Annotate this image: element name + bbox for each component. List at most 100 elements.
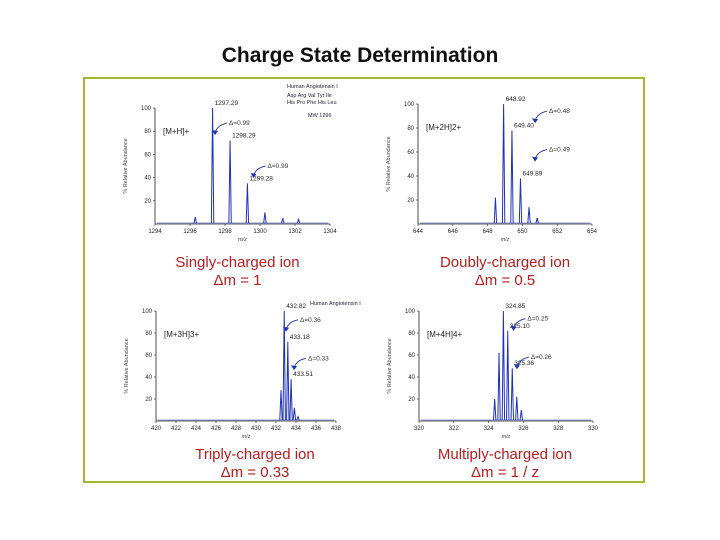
caption-multiply: Multiply-charged ion Δm = 1 / z xyxy=(410,446,600,482)
panel-doubly-charged-peak xyxy=(493,197,498,224)
panel-singly-charged-x-axis-label: m/z xyxy=(238,237,247,243)
panel-doubly-charged-delta-annotation: Δ=0.48 xyxy=(549,108,570,115)
panel-singly-charged-peak-label: 1297.29 xyxy=(215,100,239,107)
panel-multiply-charged-x-tick-label: 326 xyxy=(518,426,529,432)
panel-doubly-charged-y-tick-label: 60 xyxy=(407,150,414,156)
panel-singly-charged-peak xyxy=(281,218,285,224)
panel-singly-charged-delta-annotation: Δ=0.99 xyxy=(229,120,250,127)
panel-singly-charged-ion-label: [M+H]+ xyxy=(163,127,190,136)
panel-triply-charged-peak xyxy=(289,379,293,421)
panel-multiply-charged-peak xyxy=(519,409,524,421)
panel-triply-charged-x-axis-label: m/z xyxy=(242,434,251,440)
panel-singly-charged-y-tick-label: 60 xyxy=(144,152,151,158)
panel-doubly-charged-delta-arrowhead xyxy=(532,156,539,162)
panel-triply-charged-x-tick-label: 432 xyxy=(271,426,282,432)
panel-triply-charged-delta-annotation: Δ=0.36 xyxy=(300,317,321,324)
panel-doubly-charged-delta-annotation: Δ=0.49 xyxy=(549,147,570,154)
panel-singly-charged-y-tick-label: 40 xyxy=(144,176,151,182)
panel-multiply-charged-peak-label: 324.85 xyxy=(505,303,525,310)
peptide-name-bottom: Human Angiotensin I xyxy=(310,301,361,307)
panel-singly-charged-peak xyxy=(193,216,197,224)
panel-doubly-charged-peak xyxy=(527,207,531,224)
caption-triply-line2: Δm = 0.33 xyxy=(220,464,290,481)
caption-singly-line1: Singly-charged ion xyxy=(175,254,300,271)
panel-doubly-charged-y-tick-label: 80 xyxy=(407,126,414,132)
panel-multiply-charged-peak xyxy=(492,398,497,421)
panel-multiply-charged-y-tick-label: 100 xyxy=(405,309,416,315)
panel-doubly-charged-peak-label: 648.92 xyxy=(506,96,526,103)
panel-triply-charged-peak-label: 433.18 xyxy=(290,334,310,341)
caption-multiply-line2: Δm = 1 / z xyxy=(471,464,539,481)
panel-triply-charged-x-tick-label: 430 xyxy=(251,426,262,432)
panel-singly-charged-delta-annotation: Δ=0.99 xyxy=(268,163,289,170)
panel-doubly-charged-x-tick-label: 654 xyxy=(587,229,598,235)
panel-singly-charged-delta-arrowhead xyxy=(250,173,257,178)
panel-triply-charged-x-tick-label: 436 xyxy=(311,426,322,432)
panel-triply-charged-peak-label: 432.82 xyxy=(286,303,306,310)
caption-multiply-line1: Multiply-charged ion xyxy=(437,446,573,463)
panel-singly-charged-peak xyxy=(245,183,250,224)
caption-triply: Triply-charged ion Δm = 0.33 xyxy=(170,446,340,482)
peptide-sequence-2: His Pro Phe His Leu xyxy=(287,100,337,106)
panel-triply-charged-y-tick-label: 20 xyxy=(145,397,152,403)
panel-triply-charged-peak xyxy=(286,341,290,421)
panel-singly-charged-y-tick-label: 20 xyxy=(144,199,151,205)
caption-singly-line2: Δm = 1 xyxy=(213,272,262,289)
panel-doubly-charged-x-tick-label: 652 xyxy=(552,229,563,235)
panel-triply-charged-y-tick-label: 80 xyxy=(145,331,152,337)
panel-multiply-charged-peak-label: 325.10 xyxy=(510,323,530,330)
panel-triply-charged-peak-label: 433.51 xyxy=(293,371,313,378)
panel-singly-charged-x-tick-label: 1302 xyxy=(288,229,302,235)
panel-triply-charged-x-tick-label: 424 xyxy=(191,426,202,432)
panel-multiply-charged-y-axis-label: % Relative Abundance xyxy=(387,338,393,393)
panel-multiply-charged-peak xyxy=(497,352,501,421)
panel-doubly-charged-y-axis-label: % Relative Abundance xyxy=(386,136,392,191)
panel-singly-charged-peak-label: 1298.29 xyxy=(232,132,256,139)
panel-triply-charged-y-axis-label: % Relative Abundance xyxy=(124,338,130,393)
panel-doubly-charged-peak xyxy=(518,178,523,224)
page-title: Charge State Determination xyxy=(221,44,499,67)
panel-triply-charged-ion-label: [M+3H]3+ xyxy=(164,330,199,339)
panel-singly-charged-x-tick-label: 1300 xyxy=(253,229,267,235)
panel-singly-charged-y-tick-label: 80 xyxy=(144,129,151,135)
panel-singly-charged-y-tick-label: 100 xyxy=(141,106,152,112)
panel-singly-charged-delta-arrowhead xyxy=(212,130,218,136)
panel-multiply-charged-peak xyxy=(510,368,514,421)
panel-multiply-charged-peak xyxy=(506,330,510,421)
panel-multiply-charged-x-tick-label: 320 xyxy=(414,426,425,432)
caption-doubly-line2: Δm = 0.5 xyxy=(474,272,536,289)
panel-singly-charged-peak xyxy=(228,140,232,224)
peptide-name: Human Angiotensin I xyxy=(287,84,338,90)
panel-multiply-charged-y-tick-label: 80 xyxy=(408,331,415,337)
panel-doubly-charged-x-tick-label: 644 xyxy=(413,229,424,235)
panel-doubly-charged-peak-label: 649.89 xyxy=(522,170,542,177)
panel-triply-charged-delta-arrowhead xyxy=(283,326,289,332)
panel-singly-charged-x-tick-label: 1294 xyxy=(148,229,162,235)
panel-triply-charged-peak xyxy=(279,390,283,421)
panel-doubly-charged-x-axis-label: m/z xyxy=(501,237,510,243)
panel-multiply-charged-x-tick-label: 328 xyxy=(553,426,564,432)
caption-doubly-line1: Doubly-charged ion xyxy=(439,254,571,271)
panel-multiply-charged-x-tick-label: 324 xyxy=(484,426,495,432)
panel-doubly-charged-y-tick-label: 40 xyxy=(407,174,414,180)
peptide-mw: MW 1296 xyxy=(308,113,332,119)
panel-triply-charged-peak xyxy=(282,310,286,421)
panel-doubly-charged-peak xyxy=(501,103,506,224)
figure-frame xyxy=(83,77,645,483)
panel-triply-charged-y-tick-label: 40 xyxy=(145,375,152,381)
panel-triply-charged-delta-arrowhead xyxy=(291,365,297,371)
panel-triply-charged-x-tick-label: 422 xyxy=(171,426,182,432)
panel-doubly-charged-y-tick-label: 100 xyxy=(404,102,415,108)
panel-singly-charged-x-tick-label: 1296 xyxy=(183,229,197,235)
panel-multiply-charged-x-tick-label: 322 xyxy=(449,426,460,432)
peptide-sequence-1: Asp Arg Val Tyr Ile xyxy=(287,93,332,99)
panel-triply-charged-x-tick-label: 434 xyxy=(291,426,302,432)
panel-multiply-charged-x-axis-label: m/z xyxy=(502,434,511,440)
panel-multiply-charged-y-tick-label: 40 xyxy=(408,375,415,381)
panel-doubly-charged-x-tick-label: 646 xyxy=(448,229,459,235)
panel-doubly-charged-delta-arrowhead xyxy=(532,118,539,124)
panel-doubly-charged-ion-label: [M+2H]2+ xyxy=(426,123,461,132)
panel-singly-charged-x-tick-label: 1298 xyxy=(218,229,232,235)
caption-singly: Singly-charged ion Δm = 1 xyxy=(150,254,325,290)
panel-doubly-charged-y-tick-label: 20 xyxy=(407,198,414,204)
